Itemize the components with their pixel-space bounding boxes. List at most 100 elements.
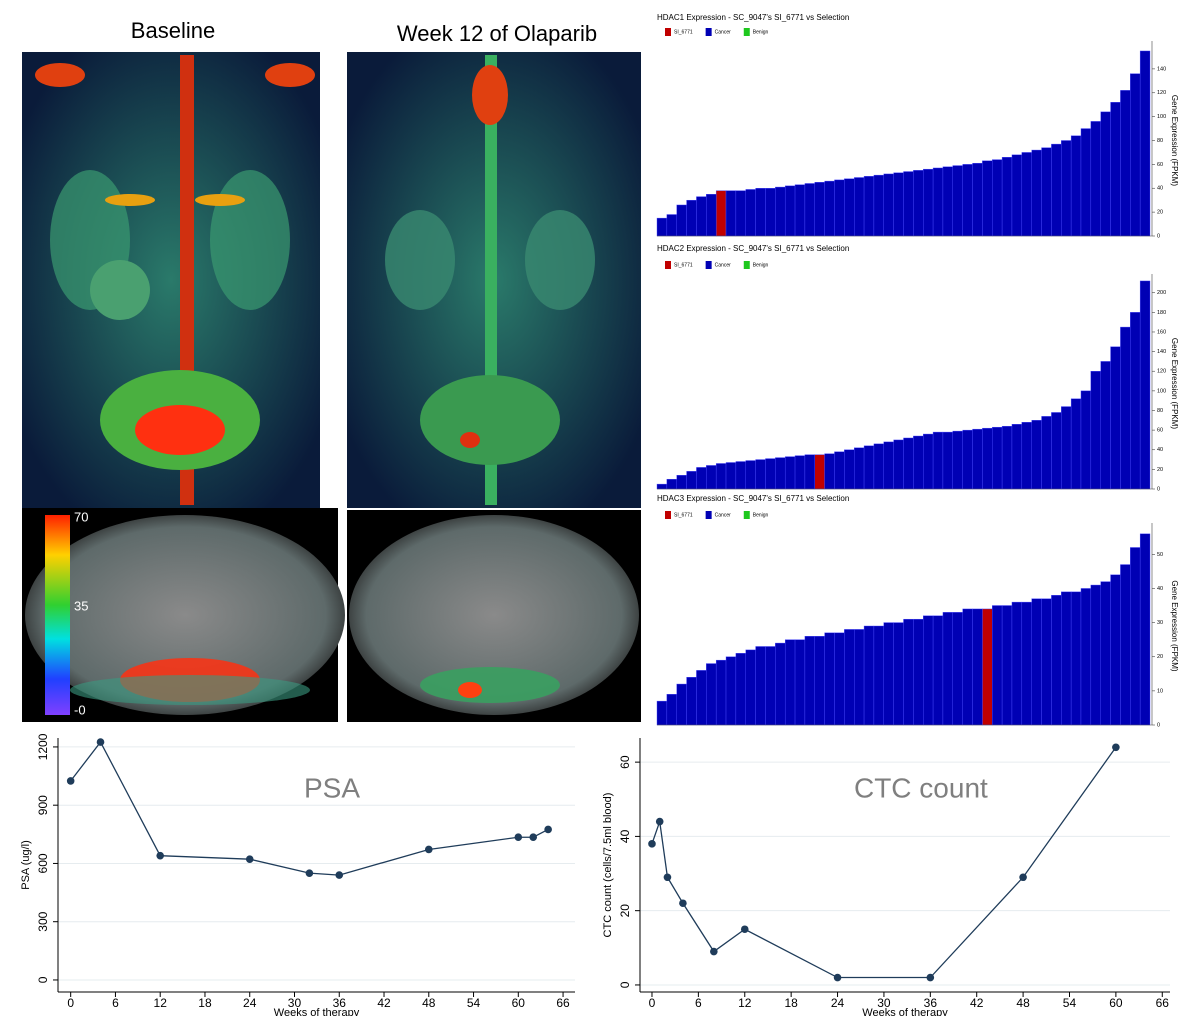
bar [854, 447, 865, 490]
week12-coronal [347, 52, 641, 508]
bar [942, 431, 954, 490]
data-point [529, 833, 538, 842]
bar [666, 214, 677, 237]
x-tick-label: 48 [1016, 996, 1030, 1010]
bar [725, 462, 737, 490]
bar [863, 625, 875, 726]
bar [834, 179, 845, 237]
bar [932, 431, 944, 490]
bar [735, 190, 746, 237]
bar [715, 190, 727, 237]
bar [873, 174, 884, 237]
bar [1110, 346, 1121, 490]
x-tick-label: 36 [333, 996, 347, 1010]
bar [765, 458, 776, 490]
bar [863, 176, 875, 237]
bar [715, 463, 727, 490]
bar [794, 455, 806, 490]
bar [863, 445, 875, 490]
bar [1051, 143, 1062, 237]
y-tick-label: 140 [1157, 349, 1166, 355]
legend-label: SI_6771 [674, 262, 693, 268]
bar [706, 465, 717, 490]
legend-label: Cancer [715, 29, 731, 35]
bar [1130, 312, 1141, 490]
y-tick-label: 120 [1157, 90, 1166, 96]
bar [735, 653, 746, 726]
bar [1090, 121, 1101, 237]
bar [755, 188, 766, 237]
bar [696, 467, 707, 490]
bar [982, 427, 993, 490]
baseline-coronal [22, 52, 320, 508]
bar [942, 612, 954, 726]
annotation: CTC count [854, 772, 988, 803]
bar [1130, 73, 1141, 237]
x-tick-label: 66 [556, 996, 570, 1010]
bar [942, 166, 954, 237]
bar [794, 639, 806, 726]
bar [656, 217, 668, 237]
y-tick-label: 60 [1157, 428, 1163, 434]
y-tick-label: 0 [1157, 233, 1160, 239]
y-axis-label: Gene Expression (FPKM) [1170, 580, 1179, 671]
bar [913, 435, 924, 490]
bar [696, 670, 707, 726]
y-tick-label: 160 [1157, 329, 1166, 335]
y-tick-label: 50 [1157, 552, 1163, 558]
x-tick-label: 66 [1156, 996, 1170, 1010]
bar [962, 429, 973, 490]
bar [735, 461, 746, 490]
bar [1021, 152, 1032, 237]
y-axis-label: Gene Expression (FPKM) [1170, 95, 1179, 186]
bar [883, 441, 894, 490]
data-point [710, 947, 718, 956]
bar [913, 170, 924, 237]
x-tick-label: 18 [784, 996, 798, 1010]
annotation: PSA [304, 772, 360, 803]
legend-swatch [705, 511, 712, 519]
bar [824, 632, 835, 726]
y-tick-label: 100 [1157, 388, 1166, 394]
data-line [70, 740, 549, 876]
bar [1070, 135, 1082, 237]
bar [1051, 412, 1062, 490]
bar [854, 629, 865, 726]
bar [1021, 601, 1032, 726]
bar [1110, 574, 1121, 726]
y-tick-label: 0 [618, 981, 632, 988]
bar [893, 439, 904, 490]
bar [1070, 591, 1082, 726]
bar [725, 190, 737, 237]
y-tick-label: 900 [36, 795, 50, 815]
x-tick-label: 12 [738, 996, 752, 1010]
colorbar-tick: 70 [74, 509, 88, 524]
bar [1011, 424, 1023, 490]
bar [1031, 598, 1042, 726]
legend-label: Benign [753, 29, 769, 35]
x-tick-label: 54 [1063, 996, 1077, 1010]
bar [1080, 390, 1092, 490]
bar [745, 189, 756, 237]
bar [1061, 406, 1072, 490]
legend-label: Benign [753, 512, 769, 518]
bar [1061, 591, 1072, 726]
bar [1001, 157, 1013, 237]
image-label: Week 12 of Olaparib [397, 21, 597, 46]
legend-swatch [705, 28, 712, 36]
bar [1120, 90, 1131, 237]
bar [804, 454, 815, 490]
y-tick-label: 0 [1157, 722, 1160, 728]
y-tick-label: 20 [618, 904, 632, 918]
bar [992, 159, 1003, 237]
x-tick-label: 42 [377, 996, 391, 1010]
bar [814, 636, 825, 726]
legend-label: Cancer [715, 262, 731, 268]
bar [923, 615, 934, 726]
bar [1139, 280, 1151, 490]
bar [952, 612, 963, 726]
x-tick-label: 48 [422, 996, 436, 1010]
data-point [335, 871, 344, 879]
y-tick-label: 10 [1157, 688, 1163, 694]
y-axis-label: CTC count (cells/7.5ml blood) [602, 793, 614, 938]
